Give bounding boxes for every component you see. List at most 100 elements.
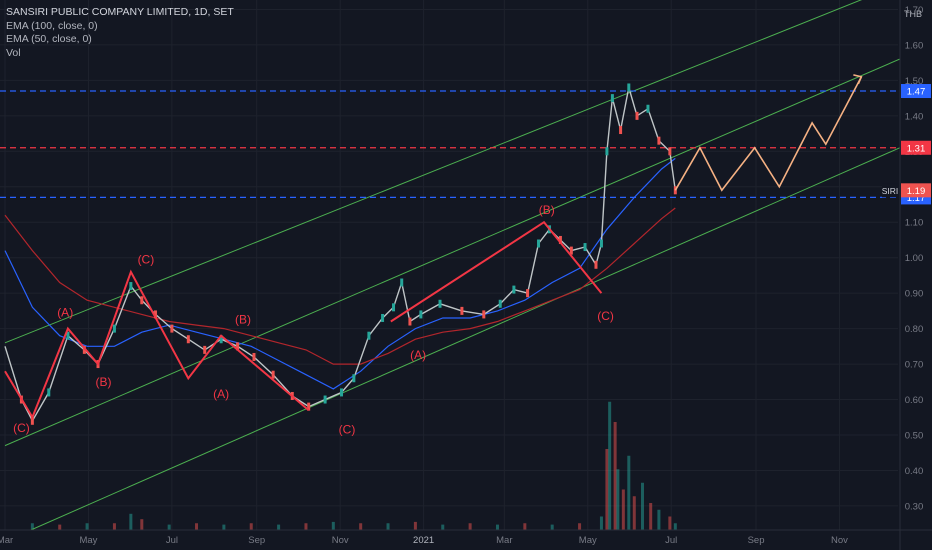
channel-middle-line [4,55,909,447]
candle [252,352,256,361]
candle [610,94,614,103]
candle [646,104,650,113]
volume-bar [468,523,472,530]
price-series [4,83,677,425]
wave-label: (C) [597,309,614,323]
candle [170,324,174,333]
volume-bar [359,523,363,530]
volume-bar [249,523,253,530]
time-tick-label: Jul [166,535,178,546]
candle [569,246,573,255]
volume-bar [222,524,226,530]
volume-bar [613,422,617,530]
volume-bar [495,524,499,530]
time-axis-bg [0,530,932,550]
trend-channel [4,0,909,542]
time-tick-label: Nov [332,535,349,546]
volume-bar [627,455,631,530]
candle [526,289,530,298]
volume-bar [632,496,636,530]
price-tick-label: 0.70 [905,360,924,371]
candle [657,136,661,145]
wave-line [390,220,603,323]
candle [419,310,423,319]
wave-label: (B) [235,313,251,327]
candle [605,147,609,156]
candle [498,299,502,308]
horizontal-levels [0,90,898,199]
volume-bar [657,509,661,530]
volume-bar [112,523,116,530]
volume-bar [129,513,133,530]
candle [537,239,541,248]
candle [408,317,412,326]
candle [583,243,587,252]
candle [140,296,144,305]
volume-bar [599,516,603,530]
wave-line [4,269,310,420]
candle [82,345,86,354]
volume-bar [58,524,62,530]
candle [236,342,240,351]
symbol-title[interactable]: SANSIRI PUBLIC COMPANY LIMITED, 1D, SET [6,6,234,18]
symbol-tag-text: SIRI [882,186,899,196]
candle [219,335,223,344]
candle [30,416,34,425]
volume-bar [277,524,281,530]
volume-bar [167,524,171,530]
current-price-tag [901,183,931,198]
wave-label: (C) [13,421,30,435]
wave-label: (C) [138,252,155,266]
wave-label: (A) [57,306,73,320]
volume-bar [649,503,653,530]
volume-bar [140,519,144,530]
candle [400,278,404,287]
time-tick-label: May [579,535,597,546]
volume-bar [331,521,335,530]
volume-bar [616,469,620,530]
wave-label: (B) [539,203,555,217]
level-price-text: 1.17 [907,193,926,204]
candle [112,324,116,333]
volume-bar [386,523,390,530]
time-tick-label: Mar [496,535,512,546]
volume-bar [413,521,417,530]
price-tick-label: 0.90 [905,289,924,300]
time-tick-label: Mar [0,535,13,546]
wave-lines [4,74,863,420]
ema-lines [4,157,676,390]
candle [594,260,598,269]
candle [482,310,486,319]
candle [352,374,356,383]
volume-bar [195,523,199,530]
current-price-text: 1.19 [907,186,926,197]
candle [673,186,677,195]
candle [307,402,311,411]
candle [47,388,51,397]
chart-grid [0,0,898,530]
indicator-ema100[interactable]: EMA (100, close, 0) [6,19,98,32]
time-tick-label: Nov [831,535,848,546]
candle [153,310,157,319]
candle [460,306,464,315]
time-tick-label: 2021 [413,535,434,546]
candle [129,282,133,291]
indicator-ema50[interactable]: EMA (50, close, 0) [6,33,92,45]
level-price-tag [901,84,931,99]
price-tick-label: 1.10 [905,218,924,229]
level-price-text: 1.31 [907,143,926,154]
volume-bar [523,523,527,530]
wave-label: (C) [339,423,356,437]
candle [203,345,207,354]
candle [340,388,344,397]
price-tick-label: 1.40 [905,111,924,122]
time-tick-label: Jul [665,535,677,546]
channel-upper-line [4,0,863,344]
candle [599,239,603,248]
candle [438,299,442,308]
price-axis[interactable]: THB 0.30 0.40 0.50 0.60 0.70 0.80 0.90 1.00 1.10 1… [882,0,932,550]
volume-bar [640,482,644,530]
indicator-volume[interactable]: Vol [6,46,21,59]
